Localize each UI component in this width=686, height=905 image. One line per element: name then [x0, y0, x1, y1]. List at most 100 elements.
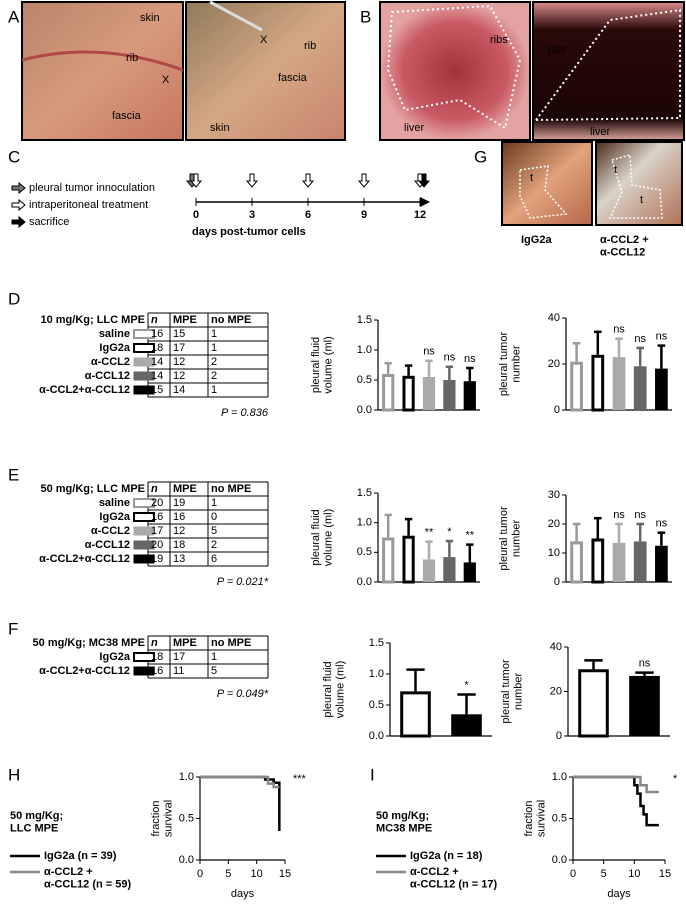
- photo-label: fascia: [278, 72, 308, 84]
- x-tick-label: 0: [197, 868, 203, 880]
- bar: [570, 361, 583, 412]
- y-tick-label: 0.5: [179, 812, 194, 824]
- photo-label: liver: [404, 122, 425, 134]
- table-cell: 20: [151, 539, 163, 551]
- tick-label: 0: [193, 209, 199, 221]
- event-arrow: [189, 173, 203, 188]
- table-header: no MPE: [211, 483, 251, 495]
- table-cell: 16: [173, 511, 185, 523]
- y-axis-label: pleural tumornumber: [500, 659, 525, 724]
- table-cell: 19: [151, 553, 163, 565]
- y-tick-label: 20: [548, 518, 560, 530]
- photo-label: rib: [304, 40, 316, 52]
- y-tick-label: 1.0: [179, 771, 194, 783]
- table-cell: 14: [173, 384, 185, 396]
- panel-label: C: [8, 147, 20, 166]
- panel-label: I: [370, 765, 375, 784]
- table-cell: 1: [211, 384, 217, 396]
- table-header: n: [151, 314, 158, 326]
- bar: [400, 691, 431, 738]
- tick-label: 6: [305, 209, 311, 221]
- y-tick-label: 0: [554, 576, 560, 588]
- row-name: α-CCL2: [91, 356, 130, 368]
- swatch: [133, 343, 155, 353]
- y-tick-label: 0.0: [552, 854, 567, 866]
- bar: [570, 541, 583, 584]
- table-header: MPE: [173, 483, 197, 495]
- table-cell: 5: [211, 525, 217, 537]
- annotation: **: [466, 530, 475, 542]
- bar: [402, 375, 415, 412]
- swatch: [133, 385, 155, 395]
- outline: [386, 4, 522, 130]
- table-cell: 5: [211, 665, 217, 677]
- caption: IgG2a: [521, 234, 552, 246]
- swatch: [133, 652, 155, 662]
- photo-label: fascia: [112, 110, 142, 122]
- table-cell: 13: [173, 553, 185, 565]
- outline: [519, 165, 568, 219]
- table-header: MPE: [173, 637, 197, 649]
- y-axis-label: pleural tumornumber: [498, 506, 523, 571]
- bar: [612, 357, 626, 410]
- table-cell: 1: [211, 651, 217, 663]
- annotation: ns: [639, 657, 651, 669]
- bar: [655, 368, 668, 410]
- swatch: [133, 526, 155, 536]
- y-tick-label: 1.5: [357, 314, 372, 326]
- legend-label: pleural tumor innoculation: [29, 182, 155, 194]
- row-name: α-CCL12: [85, 539, 130, 551]
- bar: [402, 535, 415, 584]
- p-value: P = 0.021*: [217, 576, 269, 588]
- table-cell: 12: [173, 370, 185, 382]
- row-name: α-CCL2: [91, 525, 130, 537]
- y-axis-label: pleural fluidvolume (ml): [310, 509, 335, 566]
- swatch: [133, 498, 155, 508]
- y-tick-label: 20: [550, 685, 562, 697]
- table-cell: 1: [211, 497, 217, 509]
- table-cell: 1: [211, 342, 217, 354]
- table-header: n: [151, 483, 158, 495]
- panel-label: F: [8, 619, 18, 638]
- row-name: IgG2a: [99, 511, 130, 523]
- event-arrow: [301, 173, 315, 188]
- bar: [422, 559, 436, 582]
- p-value: P = 0.836: [221, 407, 269, 419]
- y-tick-label: 0.5: [369, 699, 384, 711]
- table-cell: 18: [151, 651, 163, 663]
- y-tick-label: 0.0: [369, 730, 384, 742]
- annotation: ns: [613, 509, 625, 521]
- table-cell: 6: [211, 553, 217, 565]
- survival-curve: [573, 775, 659, 827]
- y-tick-label: 1.0: [552, 771, 567, 783]
- table-cell: 14: [151, 356, 163, 368]
- legend-label: IgG2a (n = 39): [44, 850, 117, 862]
- tick-label: 12: [414, 209, 426, 221]
- y-axis-label: fractionsurvival: [150, 800, 175, 837]
- needle: [209, 0, 263, 32]
- bar: [655, 545, 668, 582]
- vessel: [21, 50, 184, 72]
- annotation: *: [464, 679, 469, 691]
- bar: [451, 714, 482, 736]
- event-arrow: [245, 173, 259, 188]
- table-cell: 19: [173, 497, 185, 509]
- photo-label: t: [640, 194, 643, 206]
- event-arrow: [417, 173, 431, 188]
- table-cell: 2: [211, 539, 217, 551]
- panel-label: A: [8, 7, 20, 26]
- table-header: no MPE: [211, 637, 251, 649]
- photo-label: skin: [140, 12, 160, 24]
- row-name: IgG2a: [99, 651, 130, 663]
- axis-label: days post-tumor cells: [192, 226, 306, 238]
- subtitle: 50 mg/Kg; MC38 MPE: [376, 810, 432, 835]
- y-tick-label: 0.0: [179, 854, 194, 866]
- x-axis-label: days: [231, 888, 255, 900]
- panel-label: H: [8, 765, 20, 784]
- y-tick-label: 0: [554, 404, 560, 416]
- bar: [422, 377, 436, 410]
- bar: [443, 380, 456, 410]
- tick-label: 3: [249, 209, 255, 221]
- annotation: ns: [444, 352, 456, 364]
